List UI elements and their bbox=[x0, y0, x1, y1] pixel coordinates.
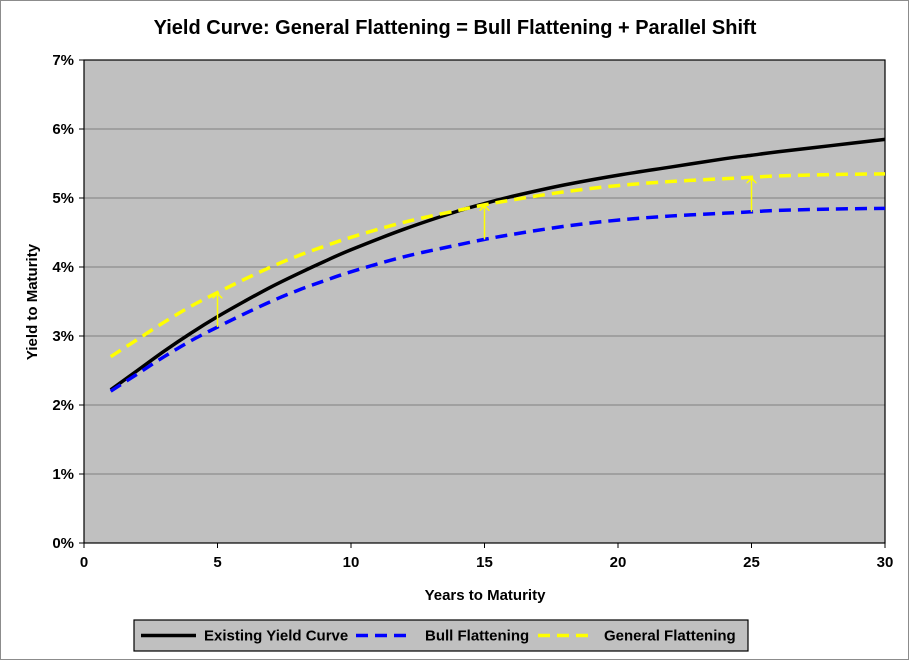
x-axis-title: Years to Maturity bbox=[425, 587, 547, 604]
plot-background bbox=[84, 60, 885, 543]
plot-area: 0% 1% 2% 3% 4% 5% 6% 7% 0 5 10 15 20 25 30 bbox=[52, 52, 893, 571]
legend-label-general-flattening: General Flattening bbox=[604, 628, 736, 645]
y-tick-label: 2% bbox=[52, 397, 74, 414]
x-tick-label: 10 bbox=[343, 554, 360, 571]
x-tick-label: 20 bbox=[610, 554, 627, 571]
y-tick-label: 3% bbox=[52, 328, 74, 345]
x-tick-label: 15 bbox=[476, 554, 493, 571]
y-tick-label: 7% bbox=[52, 52, 74, 69]
x-tick-label: 30 bbox=[877, 554, 894, 571]
legend-box bbox=[133, 619, 749, 652]
y-tick-label: 4% bbox=[52, 259, 74, 276]
y-axis-title: Yield to Maturity bbox=[24, 243, 41, 360]
legend-label-bull-flattening: Bull Flattening bbox=[425, 628, 529, 645]
legend-label-existing-yield-curve: Existing Yield Curve bbox=[204, 628, 348, 645]
series-line-bull-flattening bbox=[109, 206, 886, 393]
chart-title: Yield Curve: General Flattening = Bull F… bbox=[154, 17, 757, 39]
x-tick-label: 0 bbox=[80, 554, 88, 571]
y-tick-label: 5% bbox=[52, 190, 74, 207]
y-tick-label: 1% bbox=[52, 466, 74, 483]
series-line-existing-yield-curve bbox=[109, 137, 886, 392]
y-tick-label: 0% bbox=[52, 535, 74, 552]
x-tick-label: 25 bbox=[743, 554, 760, 571]
x-tick-label: 5 bbox=[213, 554, 221, 571]
series-line-general-flattening bbox=[109, 172, 886, 359]
y-tick-label: 6% bbox=[52, 121, 74, 138]
legend: Existing Yield Curve Bull Flattening Gener… bbox=[133, 619, 749, 652]
